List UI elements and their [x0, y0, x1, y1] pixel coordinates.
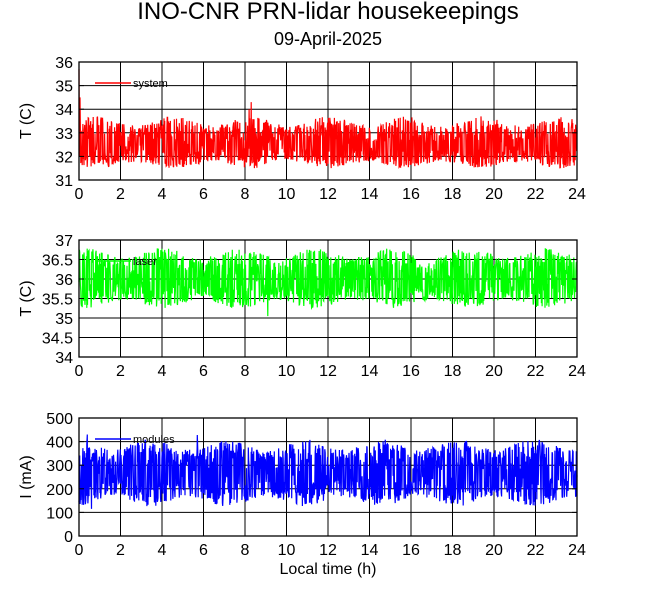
- y-tick-label: 500: [46, 411, 73, 428]
- x-tick-label: 0: [75, 542, 84, 559]
- y-tick-label: 34: [55, 350, 73, 367]
- x-tick-label: 6: [199, 542, 208, 559]
- x-tick-label: 14: [361, 542, 379, 559]
- x-tick-label: 4: [158, 363, 167, 380]
- x-tick-label: 8: [241, 186, 250, 203]
- x-tick-label: 8: [241, 542, 250, 559]
- figure-title: INO-CNR PRN-lidar housekeepings: [137, 0, 518, 25]
- figure-subtitle: 09-April-2025: [274, 29, 382, 49]
- y-tick-label: 35: [55, 311, 73, 328]
- y-tick-label: 32: [55, 149, 73, 166]
- x-tick-label: 18: [444, 186, 462, 203]
- y-tick-label: 100: [46, 505, 73, 522]
- y-tick-label: 36.5: [42, 253, 73, 270]
- x-tick-label: 20: [485, 363, 503, 380]
- x-tick-label: 20: [485, 186, 503, 203]
- y-axis-label: T (C): [18, 280, 35, 316]
- x-tick-label: 10: [278, 542, 296, 559]
- x-tick-label: 0: [75, 186, 84, 203]
- y-tick-label: 36: [55, 55, 73, 72]
- x-tick-label: 0: [75, 363, 84, 380]
- y-tick-label: 35: [55, 79, 73, 96]
- x-tick-label: 16: [402, 542, 420, 559]
- x-tick-label: 10: [278, 186, 296, 203]
- y-tick-label: 34: [55, 102, 73, 119]
- x-tick-label: 22: [527, 186, 545, 203]
- x-tick-label: 24: [568, 363, 586, 380]
- x-tick-label: 16: [402, 186, 420, 203]
- y-tick-label: 200: [46, 482, 73, 499]
- x-tick-label: 14: [361, 186, 379, 203]
- x-tick-label: 12: [319, 186, 337, 203]
- x-tick-label: 8: [241, 363, 250, 380]
- x-tick-label: 18: [444, 542, 462, 559]
- y-tick-label: 400: [46, 435, 73, 452]
- series-laser-line: [78, 248, 578, 317]
- legend-label-modules: modules: [133, 434, 175, 446]
- series-system-line: [78, 69, 578, 169]
- x-tick-label: 14: [361, 363, 379, 380]
- y-tick-label: 0: [64, 529, 73, 546]
- x-tick-label: 16: [402, 363, 420, 380]
- x-tick-label: 6: [199, 363, 208, 380]
- y-tick-label: 34.5: [42, 331, 73, 348]
- x-tick-label: 22: [527, 542, 545, 559]
- y-tick-label: 31: [55, 173, 73, 190]
- x-tick-label: 10: [278, 363, 296, 380]
- x-axis-label: Local time (h): [280, 561, 377, 578]
- x-tick-label: 20: [485, 542, 503, 559]
- y-tick-label: 36: [55, 272, 73, 289]
- x-tick-label: 22: [527, 363, 545, 380]
- x-tick-label: 2: [116, 542, 125, 559]
- x-tick-label: 4: [158, 542, 167, 559]
- x-tick-label: 12: [319, 363, 337, 380]
- legend-label-system: system: [133, 78, 168, 90]
- x-tick-label: 2: [116, 186, 125, 203]
- x-tick-label: 18: [444, 363, 462, 380]
- x-tick-label: 24: [568, 186, 586, 203]
- y-tick-label: 300: [46, 458, 73, 475]
- y-tick-label: 35.5: [42, 292, 73, 309]
- x-tick-label: 4: [158, 186, 167, 203]
- legend-label-laser: laser: [133, 256, 157, 268]
- x-tick-label: 6: [199, 186, 208, 203]
- y-tick-label: 33: [55, 126, 73, 143]
- y-axis-label: I (mA): [18, 455, 35, 499]
- y-tick-label: 37: [55, 233, 73, 250]
- series-modules-line: [78, 434, 578, 509]
- y-axis-label: T (C): [18, 103, 35, 139]
- x-tick-label: 2: [116, 363, 125, 380]
- x-tick-label: 24: [568, 542, 586, 559]
- x-tick-label: 12: [319, 542, 337, 559]
